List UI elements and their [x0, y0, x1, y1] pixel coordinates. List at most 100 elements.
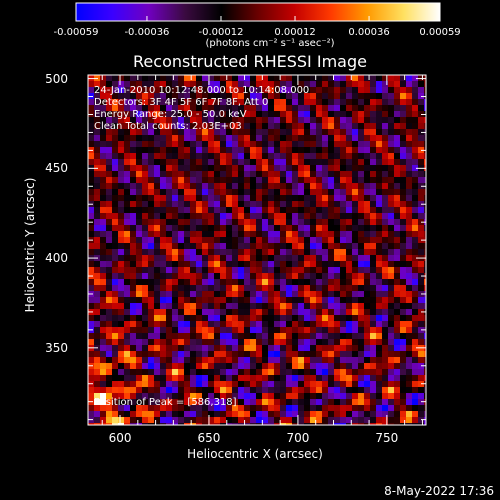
heatmap-cell [274, 129, 281, 136]
heatmap-cell [178, 309, 185, 316]
heatmap-cell [142, 123, 149, 130]
heatmap-cell [112, 309, 119, 316]
heatmap-cell [112, 417, 119, 424]
heatmap-cell [112, 171, 119, 178]
heatmap-cell [244, 417, 251, 424]
heatmap-cell [250, 135, 257, 142]
heatmap-cell [142, 189, 149, 196]
heatmap-cell [358, 345, 365, 352]
heatmap-cell [178, 279, 185, 286]
heatmap-cell [232, 231, 239, 238]
heatmap-cell [94, 117, 101, 124]
heatmap-cell [214, 177, 221, 184]
heatmap-cell [304, 351, 311, 358]
heatmap-cell [100, 399, 107, 406]
heatmap-cell [226, 135, 233, 142]
heatmap-cell [232, 399, 239, 406]
heatmap-cell [388, 375, 395, 382]
heatmap-cell [376, 177, 383, 184]
heatmap-cell [256, 297, 263, 304]
heatmap-cell [268, 297, 275, 304]
heatmap-cell [298, 231, 305, 238]
heatmap-cell [298, 267, 305, 274]
heatmap-cell [418, 243, 425, 250]
heatmap-cell [118, 183, 125, 190]
heatmap-cell [352, 87, 359, 94]
heatmap-cell [334, 351, 341, 358]
heatmap-cell [232, 267, 239, 274]
heatmap-cell [118, 75, 125, 82]
heatmap-cell [334, 75, 341, 82]
heatmap-cell [100, 207, 107, 214]
heatmap-cell [346, 99, 353, 106]
heatmap-cell [178, 81, 185, 88]
heatmap-cell [226, 177, 233, 184]
heatmap-cell [406, 87, 413, 94]
heatmap-cell [178, 195, 185, 202]
heatmap-cell [238, 117, 245, 124]
heatmap-cell [376, 333, 383, 340]
heatmap-cell [298, 117, 305, 124]
heatmap-cell [208, 249, 215, 256]
heatmap-cell [112, 93, 119, 100]
heatmap-cell [208, 267, 215, 274]
heatmap-cell [136, 285, 143, 292]
heatmap-cell [178, 213, 185, 220]
heatmap-cell [220, 423, 227, 425]
heatmap-cell [190, 117, 197, 124]
heatmap-cell [178, 111, 185, 118]
heatmap-cell [298, 255, 305, 262]
heatmap-cell [250, 189, 257, 196]
heatmap-cell [106, 81, 113, 88]
heatmap-cell [250, 141, 257, 148]
heatmap-cell [142, 333, 149, 340]
heatmap-cell [400, 339, 407, 346]
heatmap-cell [148, 195, 155, 202]
heatmap-cell [250, 309, 257, 316]
heatmap-cell [424, 285, 426, 292]
heatmap-cell [310, 225, 317, 232]
heatmap-cell [232, 375, 239, 382]
heatmap-cell [244, 381, 251, 388]
heatmap-cell [250, 369, 257, 376]
heatmap-cell [256, 165, 263, 172]
heatmap-cell [358, 399, 365, 406]
heatmap-cells [88, 75, 426, 425]
heatmap-cell [406, 351, 413, 358]
heatmap-cell [322, 129, 329, 136]
heatmap-cell [370, 273, 377, 280]
heatmap-cell [418, 159, 425, 166]
heatmap-cell [364, 309, 371, 316]
heatmap-cell [382, 297, 389, 304]
heatmap-cell [406, 159, 413, 166]
heatmap-cell [250, 393, 257, 400]
heatmap-cell [370, 159, 377, 166]
heatmap-cell [334, 141, 341, 148]
heatmap-cell [400, 201, 407, 208]
heatmap-cell [166, 279, 173, 286]
heatmap-cell [310, 105, 317, 112]
heatmap-cell [394, 405, 401, 412]
heatmap-cell [142, 165, 149, 172]
heatmap-cell [88, 339, 95, 346]
heatmap-cell [94, 309, 101, 316]
heatmap-cell [220, 153, 227, 160]
heatmap-cell [118, 273, 125, 280]
heatmap-cell [190, 195, 197, 202]
heatmap-cell [352, 315, 359, 322]
heatmap-cell [166, 207, 173, 214]
heatmap-cell [118, 189, 125, 196]
heatmap-cell [376, 291, 383, 298]
heatmap-cell [172, 129, 179, 136]
heatmap-cell [160, 171, 167, 178]
heatmap-cell [280, 207, 287, 214]
heatmap-cell [346, 399, 353, 406]
heatmap-cell [208, 207, 215, 214]
heatmap-cell [214, 243, 221, 250]
heatmap-cell [202, 273, 209, 280]
heatmap-cell [136, 369, 143, 376]
heatmap-cell [112, 423, 119, 425]
heatmap-cell [346, 135, 353, 142]
heatmap-cell [352, 321, 359, 328]
heatmap-cell [190, 399, 197, 406]
